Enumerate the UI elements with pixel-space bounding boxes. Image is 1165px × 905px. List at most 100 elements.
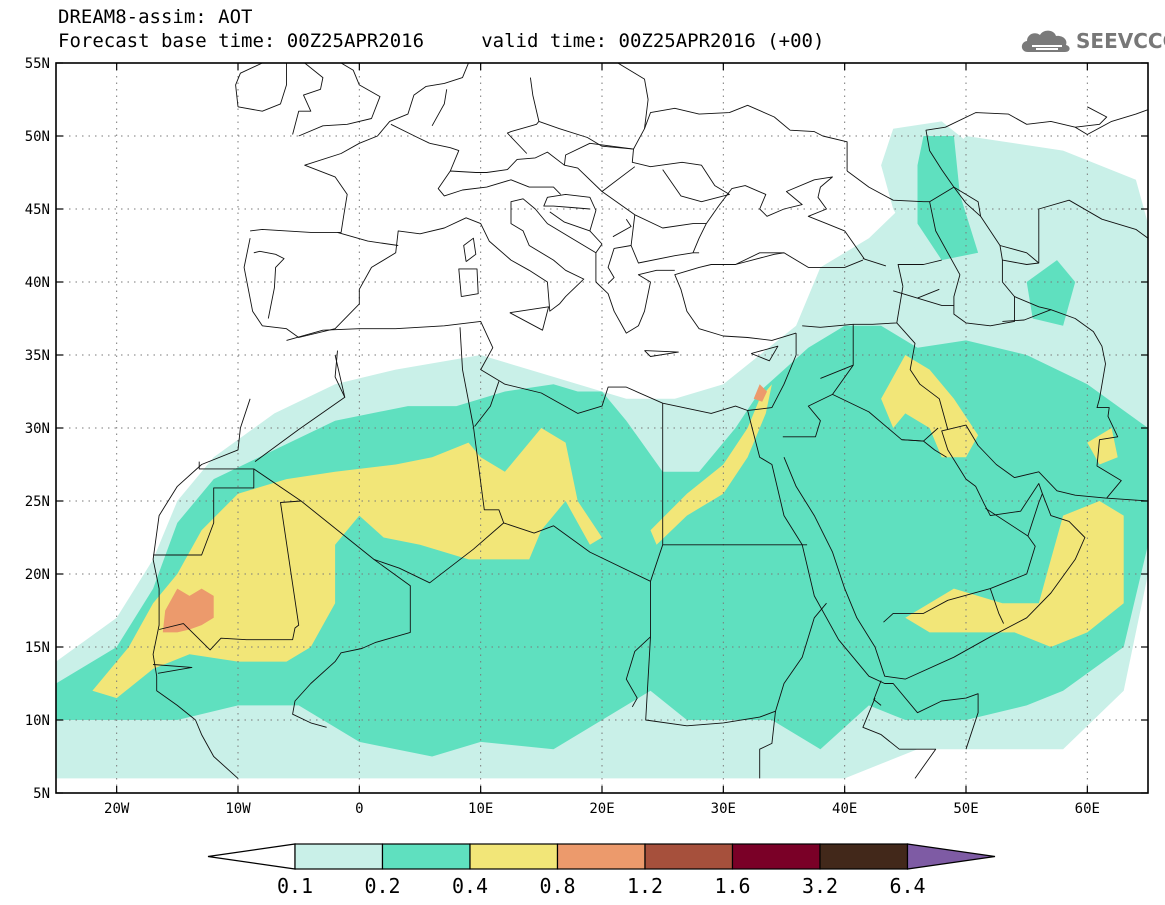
boundary-line xyxy=(472,426,505,524)
boundary-line xyxy=(286,320,797,414)
boundary-line xyxy=(901,439,947,458)
boundary-line xyxy=(631,104,848,203)
boundary-line xyxy=(862,697,937,779)
aot-area-level-2-1 xyxy=(650,384,772,545)
colorbar-bin xyxy=(731,843,821,870)
boundary-line xyxy=(846,170,930,203)
aot-area-level-1-2 xyxy=(1026,260,1076,326)
boundary-line xyxy=(235,63,287,112)
colorbar-bin xyxy=(644,843,734,870)
boundary-line xyxy=(292,500,411,728)
y-tick-label: 20N xyxy=(25,567,50,583)
x-tick-label: 50E xyxy=(953,801,978,817)
boundary-line xyxy=(158,468,302,651)
colorbar-label: 0.8 xyxy=(539,874,575,898)
boundary-line xyxy=(601,191,707,229)
graticule xyxy=(56,63,1148,793)
boundary-line xyxy=(458,268,479,298)
colorbar-max-arrow xyxy=(906,843,996,870)
boundary-line xyxy=(644,350,679,357)
boundary-line xyxy=(429,142,460,172)
axis-ticks: 20W 10W 0 10E 20E 30E 40E 50E 60E 55N 50N 45N 40N 35N… xyxy=(25,56,1148,817)
y-tick-label: 30N xyxy=(25,421,50,437)
boundary-line xyxy=(650,544,664,582)
y-tick-label: 25N xyxy=(25,494,50,510)
boundary-line xyxy=(607,245,632,284)
boundary-line xyxy=(152,398,251,779)
boundary-line xyxy=(459,327,474,427)
boundary-line xyxy=(925,106,1108,217)
boundary-line xyxy=(645,602,827,727)
boundary-line xyxy=(929,186,1015,327)
x-tick-label: 20E xyxy=(589,801,614,817)
x-tick-label: 10W xyxy=(225,801,251,817)
aot-area-level-2-0 xyxy=(92,428,603,699)
aot-area-level-1-1 xyxy=(917,136,979,261)
x-tick-label: 10E xyxy=(468,801,493,817)
coastlines-and-borders xyxy=(152,63,1148,779)
boundary-line xyxy=(692,176,865,259)
colorbar-label: 0.1 xyxy=(277,874,313,898)
boundary-line xyxy=(820,364,854,379)
colorbar-bin xyxy=(381,843,471,870)
boundary-line xyxy=(873,680,882,706)
boundary-line xyxy=(989,588,1005,624)
boundary-line xyxy=(250,63,469,233)
aot-area-level-2-2 xyxy=(881,355,979,458)
boundary-line xyxy=(153,461,255,556)
boundary-line xyxy=(674,252,864,341)
colorbar-label: 3.2 xyxy=(802,874,838,898)
boundary-line xyxy=(254,354,346,462)
boundary-line xyxy=(292,63,324,135)
boundary-line xyxy=(243,198,675,338)
boundary-line xyxy=(549,211,591,232)
colorbar-bin xyxy=(469,843,559,870)
colorbar-label: 1.6 xyxy=(714,874,750,898)
y-tick-label: 45N xyxy=(25,202,50,218)
colorbar-label: 6.4 xyxy=(889,874,925,898)
boundary-line xyxy=(1074,109,1148,135)
aot-area-level-2-4 xyxy=(1087,428,1118,465)
boundary-line xyxy=(543,193,603,254)
aot-area-level-2-3 xyxy=(905,501,1124,647)
aot-area-level-3-0 xyxy=(162,588,214,633)
y-tick-label: 5N xyxy=(33,786,50,802)
boundary-line xyxy=(373,522,651,708)
boundary-line xyxy=(153,664,193,674)
colorbar-label: 0.4 xyxy=(452,874,488,898)
cloud-icon xyxy=(1021,30,1070,52)
boundary-line xyxy=(897,259,942,287)
y-tick-label: 10N xyxy=(25,713,50,729)
x-tick-label: 60E xyxy=(1075,801,1100,817)
boundary-line xyxy=(538,120,634,150)
colorbar-bin xyxy=(556,843,646,870)
y-tick-label: 50N xyxy=(25,129,50,145)
boundary-line xyxy=(267,253,285,319)
boundary-line xyxy=(747,410,979,750)
aot-area-level-1-0 xyxy=(56,325,1148,757)
boundary-line xyxy=(802,286,904,328)
y-tick-label: 15N xyxy=(25,640,50,656)
boundary-line xyxy=(253,250,276,255)
boundary-line xyxy=(735,252,785,265)
colorbar: 0.1 0.2 0.4 0.8 1.2 1.6 3.2 6.4 xyxy=(207,843,996,898)
boundary-line xyxy=(298,63,381,137)
boundary-line xyxy=(1002,199,1148,265)
boundary-line xyxy=(1027,493,1043,537)
y-tick-label: 35N xyxy=(25,348,50,364)
x-tick-label: 40E xyxy=(832,801,857,817)
x-tick-label: 0 xyxy=(355,801,363,817)
boundary-line xyxy=(437,151,565,197)
aot-area-level-3-1 xyxy=(753,384,767,402)
boundary-line xyxy=(662,403,808,546)
boundary-line xyxy=(862,258,887,267)
forecast-times: Forecast base time: 00Z25APR2016 valid t… xyxy=(58,30,825,52)
map-title: DREAM8-assim: AOT xyxy=(58,6,253,28)
logo-text: SEEVCCC xyxy=(1076,29,1165,53)
boundary-line xyxy=(474,381,500,427)
boundary-line xyxy=(612,218,632,238)
y-tick-label: 40N xyxy=(25,275,50,291)
boundary-line xyxy=(334,350,346,398)
boundary-line xyxy=(506,77,540,154)
